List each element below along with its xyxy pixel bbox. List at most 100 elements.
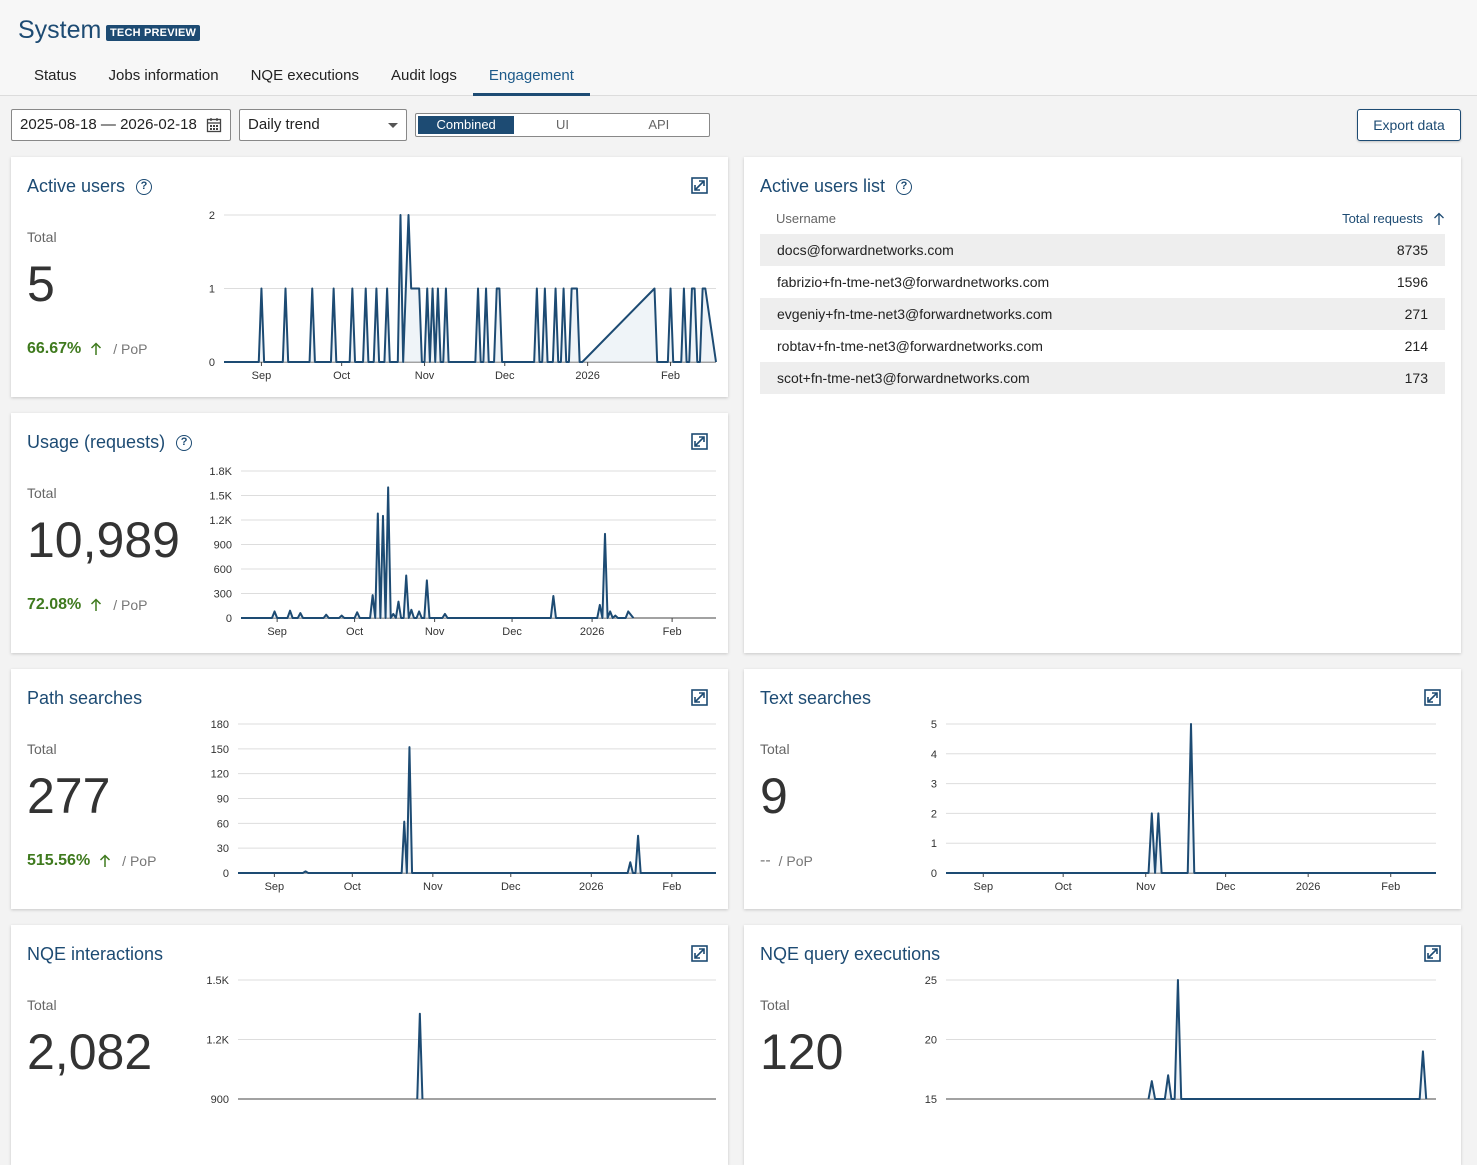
- tab-status[interactable]: Status: [34, 67, 77, 84]
- pop-percent: --: [760, 852, 771, 869]
- x-tick-label: Oct: [1055, 881, 1072, 893]
- x-tick-label: Feb: [1381, 881, 1400, 893]
- x-tick-label: Oct: [344, 881, 361, 893]
- x-tick-label: Nov: [415, 370, 435, 382]
- y-tick-label: 5: [931, 719, 937, 731]
- tech-preview-badge: TECH PREVIEW: [106, 25, 201, 41]
- total-label: Total: [27, 485, 57, 501]
- y-tick-label: 150: [211, 744, 229, 756]
- series-line: [241, 486, 635, 619]
- x-tick-label: Feb: [663, 626, 682, 638]
- row-username: scot+fn-tme-net3@forwardnetworks.com: [777, 370, 1030, 386]
- x-tick-label: Sep: [973, 881, 993, 893]
- nqe-interactions-chart: 900 1.2K 1.5K: [206, 975, 716, 1106]
- row-username: fabrizio+fn-tme-net3@forwardnetworks.com: [777, 274, 1050, 290]
- sort-ascending-icon: [1434, 212, 1444, 225]
- pop-change: 66.67% / PoP: [27, 340, 148, 358]
- x-tick-label: Sep: [267, 626, 287, 638]
- x-tick-label: 2026: [579, 881, 603, 893]
- date-range-value: 2025-08-18 — 2026-02-18: [20, 116, 197, 133]
- tab-jobs-information[interactable]: Jobs information: [108, 67, 219, 84]
- row-username: robtav+fn-tme-net3@forwardnetworks.com: [777, 338, 1043, 354]
- tab-audit-logs[interactable]: Audit logs: [390, 67, 457, 84]
- pop-change: 72.08% / PoP: [27, 596, 148, 614]
- column-username[interactable]: Username: [776, 211, 836, 226]
- active-users-list-card: Active users list ? Username Total reque…: [744, 157, 1461, 653]
- expand-icon[interactable]: [691, 177, 708, 194]
- column-total-requests-label: Total requests: [1342, 211, 1423, 226]
- y-tick-label: 30: [217, 843, 229, 855]
- x-tick-label: 2026: [1296, 881, 1320, 893]
- series-area: [238, 747, 716, 873]
- segment-ui[interactable]: UI: [555, 117, 569, 132]
- card-title: Text searches: [760, 688, 872, 708]
- segment-api[interactable]: API: [648, 117, 670, 132]
- card-title: NQE query executions: [760, 944, 941, 964]
- expand-icon[interactable]: [691, 433, 708, 450]
- usage-chart: 0 300 600 900 1.2K 1.5K 1.8K Sep Oct Nov Dec 2026 Fe…: [209, 466, 716, 638]
- table-row[interactable]: evgeniy+fn-tme-net3@forwardnetworks.com …: [760, 298, 1445, 330]
- total-value: 277: [27, 768, 111, 824]
- tab-engagement[interactable]: Engagement: [472, 58, 590, 96]
- page-title: System: [18, 16, 102, 44]
- export-data-button[interactable]: Export data: [1357, 109, 1461, 141]
- page-header: System TECH PREVIEW Status Jobs informat…: [0, 0, 1477, 96]
- card-title: Path searches: [27, 688, 143, 708]
- table-row[interactable]: robtav+fn-tme-net3@forwardnetworks.com 2…: [760, 330, 1445, 362]
- y-tick-label: 0: [209, 357, 215, 369]
- segment-combined[interactable]: Combined: [418, 116, 515, 134]
- y-tick-label: 25: [925, 975, 937, 987]
- y-tick-label: 1.5K: [206, 975, 229, 987]
- arrow-up-icon: [91, 342, 102, 355]
- pop-percent: 72.08%: [27, 596, 82, 613]
- users-list-title-row: Active users list ?: [760, 176, 913, 197]
- y-tick-label: 4: [931, 749, 937, 761]
- table-row[interactable]: scot+fn-tme-net3@forwardnetworks.com 173: [760, 362, 1445, 394]
- y-tick-label: 0: [223, 868, 229, 880]
- usage-card: Usage (requests) ? Total 10,989 72.08% /…: [11, 413, 728, 653]
- total-label: Total: [760, 997, 790, 1013]
- text-searches-chart: 0 1 2 3 4 5 Sep Oct Nov Dec 2026 Feb: [931, 719, 1436, 893]
- row-requests: 1596: [1396, 274, 1428, 290]
- expand-icon[interactable]: [1424, 945, 1441, 962]
- x-tick-label: Nov: [425, 626, 445, 638]
- y-tick-label: 0: [226, 613, 232, 625]
- y-tick-label: 120: [211, 769, 229, 781]
- y-tick-label: 180: [211, 719, 229, 731]
- date-range-picker[interactable]: 2025-08-18 — 2026-02-18: [11, 109, 231, 141]
- nqe-interactions-card: NQE interactions Total 2,082 900 1.2K 1.5K: [11, 925, 728, 1165]
- y-tick-label: 2: [931, 808, 937, 820]
- table-row[interactable]: fabrizio+fn-tme-net3@forwardnetworks.com…: [760, 266, 1445, 298]
- nqe-query-executions-title-row: NQE query executions: [760, 944, 940, 965]
- help-icon[interactable]: ?: [896, 178, 913, 195]
- pop-change: -- / PoP: [760, 852, 813, 870]
- tab-nqe-executions[interactable]: NQE executions: [250, 67, 359, 84]
- column-total-requests[interactable]: Total requests: [1342, 211, 1445, 226]
- active-users-title-row: Active users ?: [27, 176, 153, 197]
- expand-icon[interactable]: [691, 689, 708, 706]
- nqe-query-executions-chart: 15 20 25: [925, 975, 1436, 1106]
- filter-toolbar: 2025-08-18 — 2026-02-18 Daily trend Comb…: [0, 96, 1477, 156]
- arrow-up-icon: [100, 854, 111, 867]
- total-label: Total: [760, 741, 790, 757]
- y-tick-label: 60: [217, 818, 229, 830]
- row-requests: 173: [1404, 370, 1428, 386]
- x-tick-label: Nov: [1136, 881, 1156, 893]
- expand-icon[interactable]: [691, 945, 708, 962]
- help-icon[interactable]: ?: [136, 178, 153, 195]
- y-tick-label: 900: [211, 1094, 229, 1106]
- total-label: Total: [27, 997, 57, 1013]
- x-tick-label: 2026: [580, 626, 604, 638]
- expand-icon[interactable]: [1424, 689, 1441, 706]
- total-value: 5: [27, 256, 55, 312]
- y-tick-label: 1: [209, 284, 215, 296]
- x-tick-label: Oct: [333, 370, 350, 382]
- trend-select[interactable]: Daily trend: [239, 109, 407, 141]
- trend-select-value: Daily trend: [248, 116, 320, 133]
- x-tick-label: Nov: [423, 881, 443, 893]
- calendar-icon[interactable]: [206, 117, 222, 133]
- arrow-up-icon: [91, 598, 102, 611]
- tab-bar: Status Jobs information NQE executions A…: [18, 58, 590, 96]
- help-icon[interactable]: ?: [176, 434, 193, 451]
- table-row[interactable]: docs@forwardnetworks.com 8735: [760, 234, 1445, 266]
